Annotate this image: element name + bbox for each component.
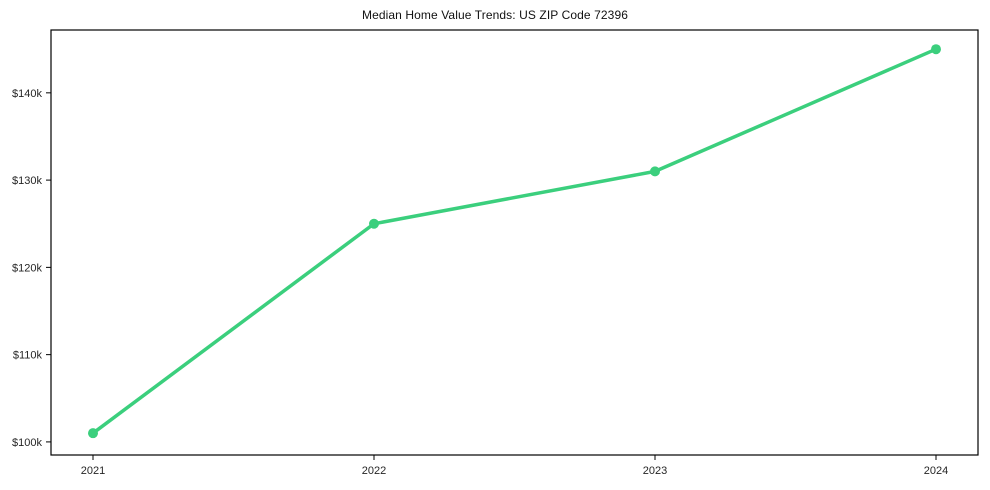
data-line <box>91 47 938 435</box>
data-point-marker <box>88 428 98 439</box>
y-tick-label: $110k <box>13 350 43 362</box>
y-tick-label: $120k <box>12 262 42 274</box>
plot-frame <box>50 29 979 456</box>
data-point-marker <box>369 218 379 229</box>
y-tick-label: $140k <box>12 88 42 100</box>
x-tick-label: 2024 <box>924 465 948 477</box>
data-point-marker <box>650 166 660 177</box>
data-point-marker <box>931 44 941 55</box>
y-tick-label: $100k <box>12 437 42 449</box>
y-tick-label: $130k <box>12 175 42 187</box>
chart-title: Median Home Value Trends: US ZIP Code 72… <box>361 8 628 22</box>
x-tick-label: 2022 <box>362 465 386 477</box>
x-tick-label: 2021 <box>81 465 105 477</box>
x-tick-label: 2023 <box>643 465 667 477</box>
